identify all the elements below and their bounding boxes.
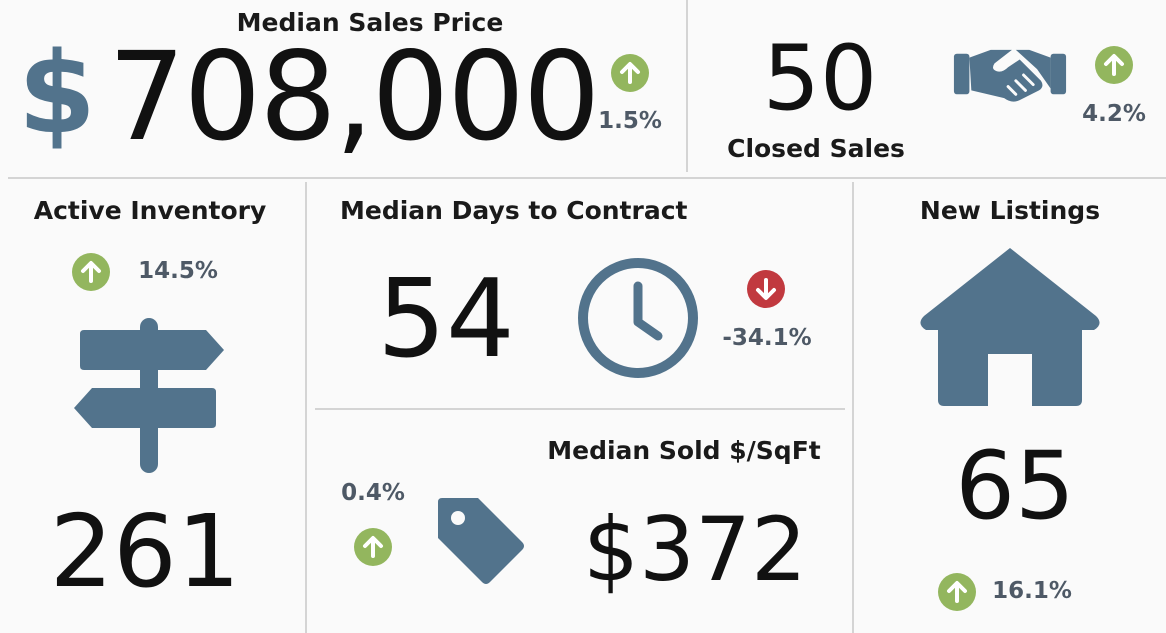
median-sold-per-sqft-title: Median Sold $/SqFt — [547, 436, 821, 465]
median-sales-price-title: Median Sales Price — [236, 8, 504, 37]
new-listings-change: 16.1% — [992, 578, 1072, 604]
median-days-to-contract-title: Median Days to Contract — [340, 196, 688, 225]
trend-down-icon — [747, 270, 785, 308]
median-days-to-contract-value: 54 — [377, 257, 515, 382]
active-inventory-value: 261 — [49, 493, 241, 610]
closed-sales-change: 4.2% — [1082, 101, 1146, 127]
trend-up-icon — [938, 573, 976, 611]
closed-sales-title: Closed Sales — [727, 134, 905, 163]
divider-left-vertical — [305, 182, 307, 633]
divider-middle-horizontal — [315, 408, 845, 410]
median-sales-price-change: 1.5% — [598, 108, 662, 134]
active-inventory-title: Active Inventory — [33, 196, 267, 225]
median-sales-price-value: 708,000 — [108, 26, 601, 168]
divider-top-vertical — [686, 0, 688, 172]
price-tag-icon — [438, 498, 524, 584]
divider-horizontal-main — [8, 177, 1166, 179]
closed-sales-value: 50 — [762, 26, 878, 131]
clock-icon — [578, 258, 698, 378]
handshake-icon — [953, 49, 1067, 102]
dollar-icon: $ — [18, 29, 96, 159]
trend-up-icon — [354, 528, 392, 566]
trend-up-icon — [72, 253, 110, 291]
active-inventory-change: 14.5% — [138, 258, 218, 284]
new-listings-title: New Listings — [919, 196, 1101, 225]
median-sold-per-sqft-value: $372 — [583, 498, 807, 601]
trend-up-icon — [611, 54, 649, 92]
trend-up-icon — [1095, 46, 1133, 84]
median-days-to-contract-change: -34.1% — [722, 325, 812, 351]
signpost-icon — [74, 318, 224, 473]
new-listings-value: 65 — [955, 432, 1075, 541]
divider-right-vertical — [852, 182, 854, 633]
median-sold-per-sqft-change: 0.4% — [341, 480, 405, 506]
house-icon — [920, 248, 1100, 406]
